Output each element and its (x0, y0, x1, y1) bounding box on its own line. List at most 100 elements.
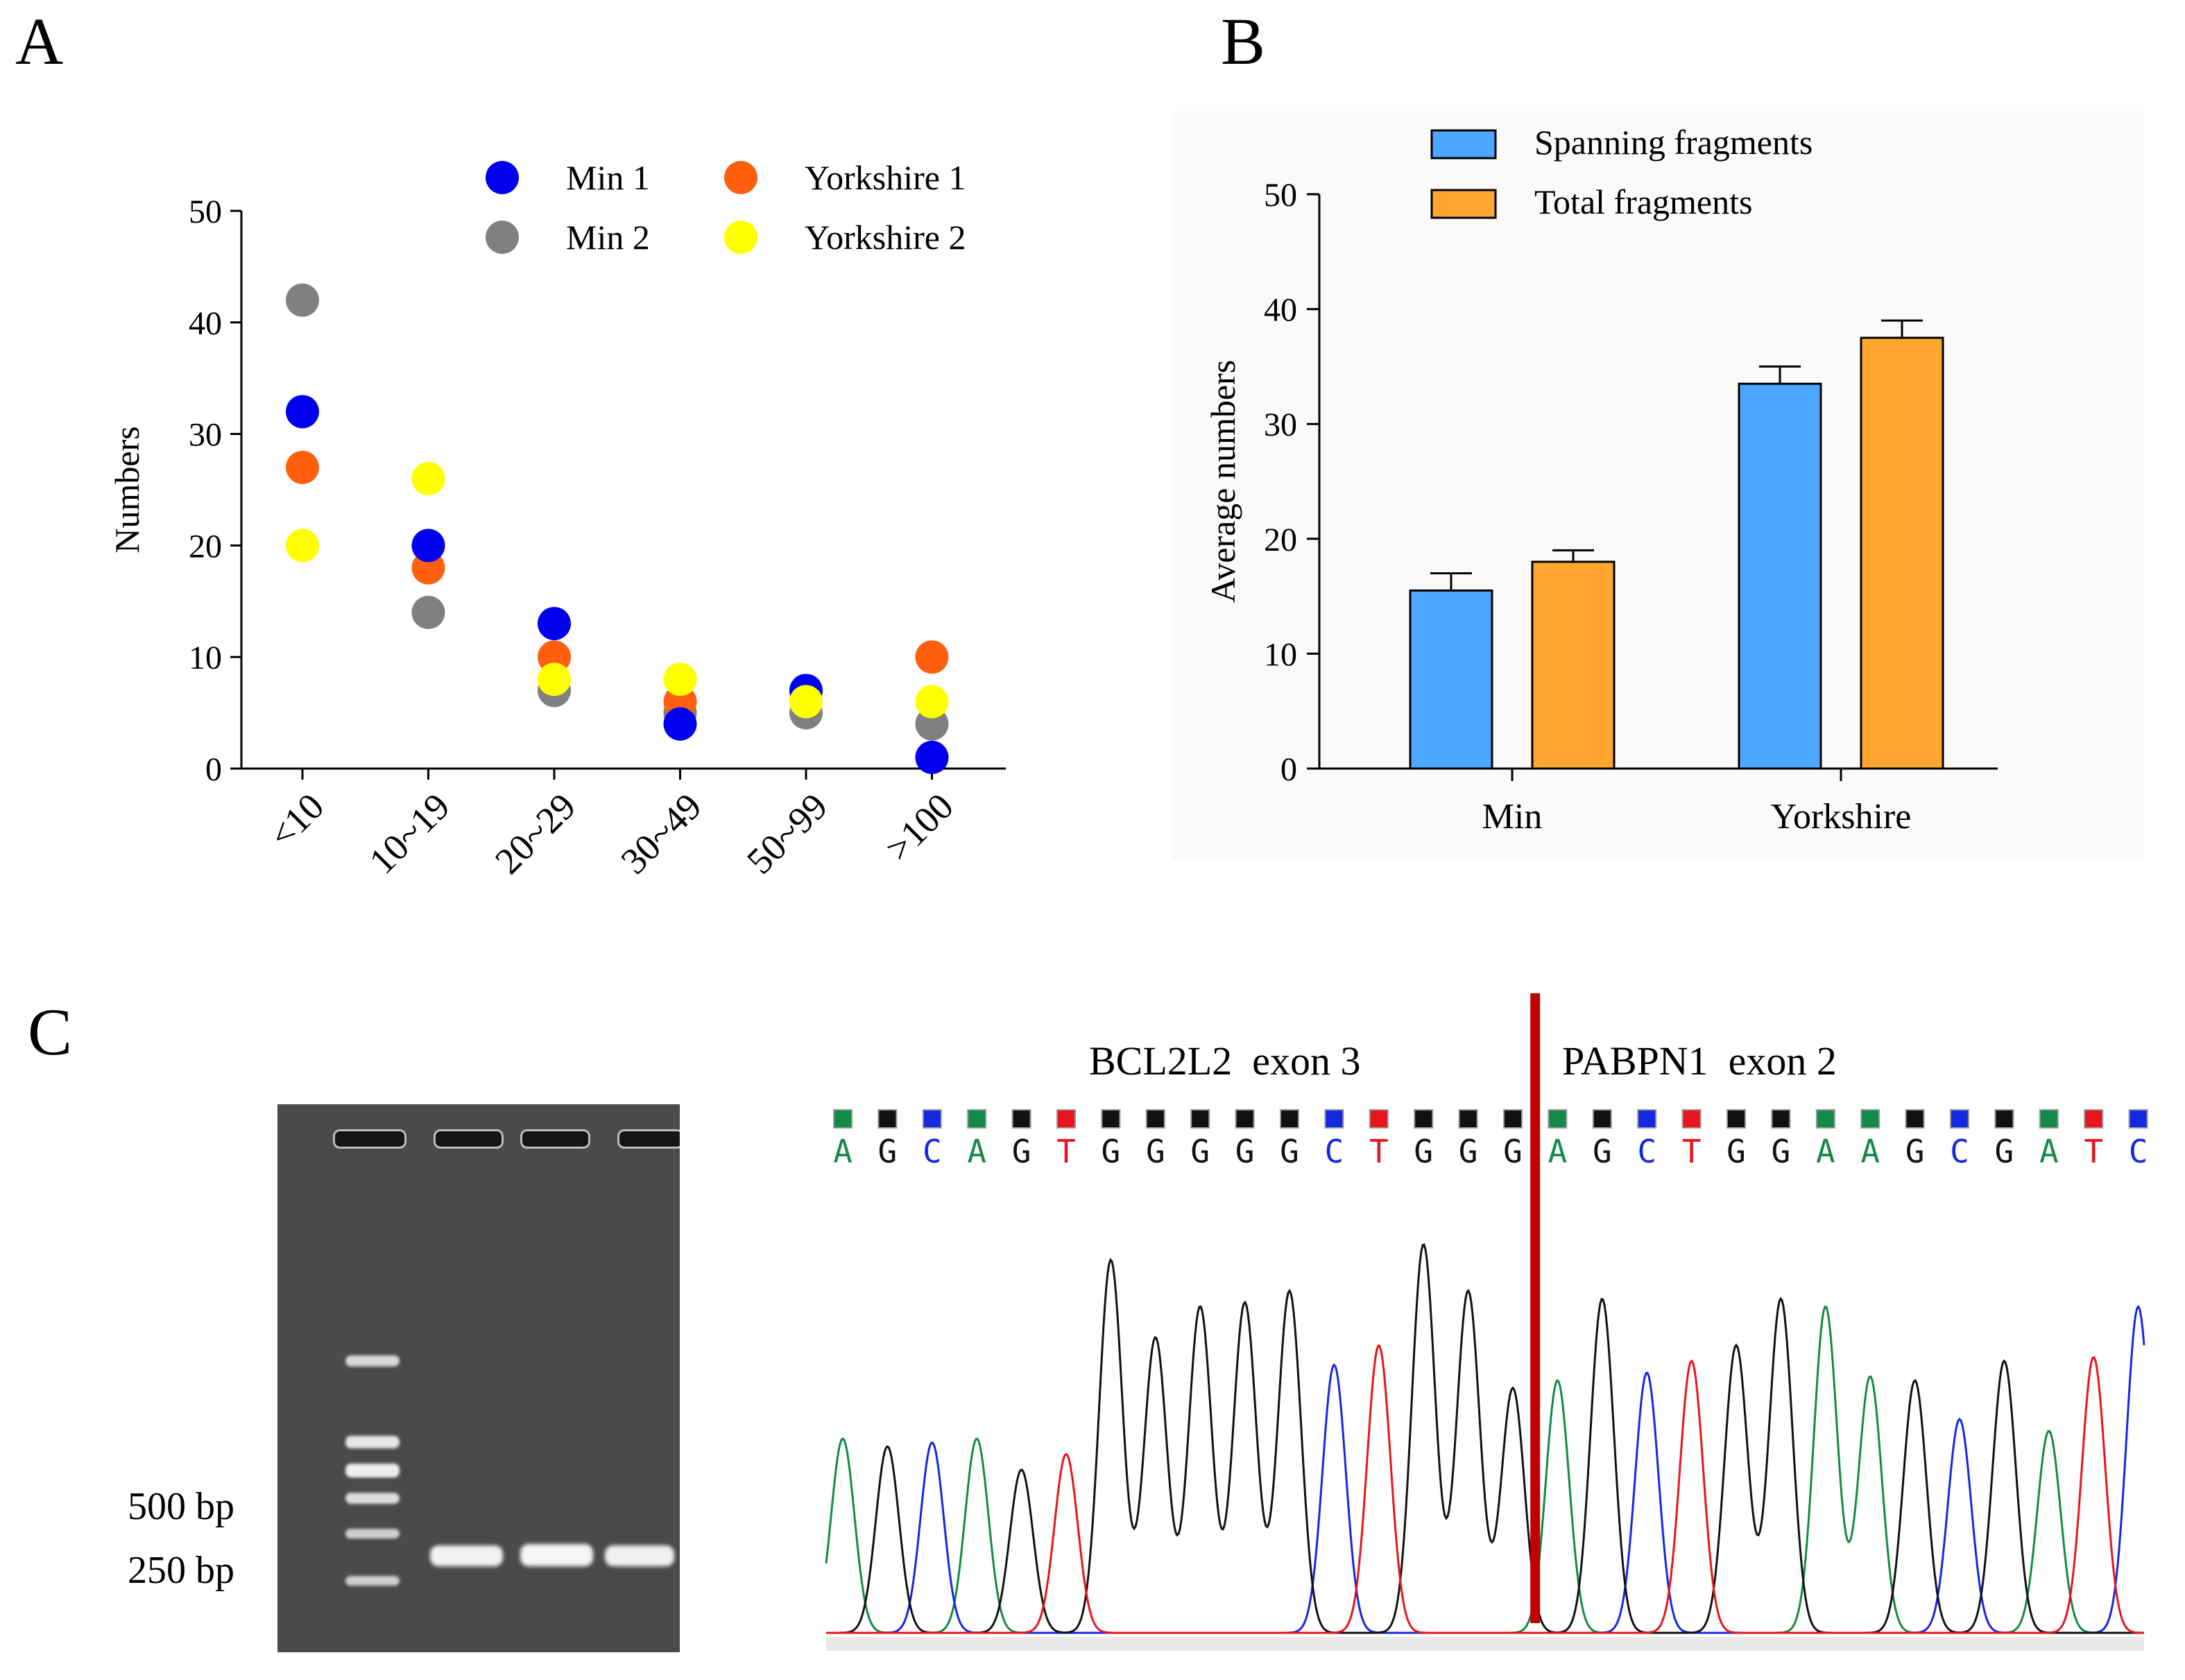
marker-label-250: 250 bp (128, 1549, 234, 1592)
x-tick-label: 10~19 (361, 785, 458, 882)
y-tick-label: 30 (189, 417, 222, 454)
data-point (411, 529, 445, 563)
gel-well (333, 1129, 406, 1149)
bar (1409, 589, 1493, 770)
ladder-band (345, 1436, 400, 1448)
base-call-square (877, 1109, 898, 1129)
data-point (286, 395, 319, 429)
base-letter: C (1637, 1133, 1656, 1170)
x-tick-label: 30~49 (613, 785, 710, 882)
base-call-square (1190, 1109, 1210, 1129)
data-point (286, 529, 319, 563)
base-call-square (1101, 1109, 1121, 1129)
base-letter: G (1459, 1133, 1478, 1170)
gel-image (277, 1104, 680, 1652)
panel-label-a: A (15, 4, 64, 78)
data-point (663, 707, 697, 741)
base-letter: A (1548, 1133, 1568, 1170)
base-letter: G (1280, 1133, 1299, 1170)
base-call-square (1815, 1109, 1835, 1129)
base-call-square (1905, 1109, 1925, 1129)
legend-label: Yorkshire 1 (805, 158, 966, 197)
trace-G (826, 1243, 2144, 1634)
base-call-square (833, 1109, 852, 1129)
y-tick-label: 0 (1280, 751, 1297, 788)
base-letter: A (833, 1133, 852, 1170)
base-letter: G (1593, 1133, 1612, 1170)
base-letter: T (2084, 1133, 2103, 1170)
y-tick-label: 50 (189, 194, 222, 230)
base-call-square (1145, 1109, 1165, 1129)
base-letter: T (1056, 1133, 1076, 1170)
y-tick-label: 10 (1264, 636, 1297, 673)
y-tick-label: 40 (1264, 292, 1297, 329)
y-axis-label: Average numbers (1203, 360, 1242, 603)
chromatogram-left-label: BCL2L2 exon 3 (1089, 1038, 1361, 1083)
base-letter: G (1995, 1133, 2014, 1170)
base-letter: A (967, 1133, 986, 1170)
trace-baseline-strip (826, 1637, 2144, 1651)
data-point (915, 740, 949, 774)
legend-label: Min 1 (566, 158, 650, 197)
base-call-square (1637, 1109, 1657, 1129)
base-letter: T (1369, 1133, 1389, 1170)
data-point (411, 461, 445, 495)
ladder-band (345, 1576, 400, 1586)
base-call-square (2039, 1109, 2059, 1129)
data-point (286, 283, 319, 317)
legend-swatch (1430, 189, 1497, 219)
legend-swatch (1430, 129, 1497, 160)
base-letter: C (1325, 1133, 1344, 1170)
marker-label-500: 500 bp (128, 1485, 234, 1528)
ladder-band (345, 1464, 400, 1477)
data-point (789, 685, 823, 719)
base-call-square (1950, 1109, 1969, 1129)
ladder-band (345, 1529, 400, 1538)
base-call-square (2084, 1109, 2104, 1129)
base-call-square (1458, 1109, 1478, 1129)
data-point (915, 685, 949, 719)
y-tick-label: 0 (205, 751, 222, 788)
ladder-band (345, 1493, 400, 1504)
legend-marker (486, 161, 519, 194)
panel-label-b: B (1221, 4, 1266, 78)
data-point (663, 662, 697, 696)
base-call-square (1994, 1109, 2014, 1129)
base-letter: A (1860, 1133, 1880, 1170)
trace-T (826, 1344, 2145, 1634)
base-letter: C (2129, 1133, 2148, 1170)
base-call-square (1592, 1109, 1612, 1129)
bar (1531, 560, 1616, 770)
base-call-square (1414, 1109, 1434, 1129)
base-letter: A (2039, 1133, 2059, 1170)
bar-chart: 0 10 20 30 40 50 Min Yorkshire Average numbers S… (1172, 111, 2143, 860)
legend-marker (724, 221, 757, 254)
x-tick-label: >100 (877, 785, 961, 869)
y-tick-label: 40 (189, 305, 222, 342)
base-letter: G (1146, 1133, 1165, 1170)
x-tick-label: <10 (261, 785, 332, 856)
sample-band (520, 1544, 593, 1566)
sample-band (430, 1545, 503, 1566)
trace-C (826, 1305, 2145, 1634)
y-tick-label: 30 (1264, 406, 1297, 443)
panel-label-c: C (28, 995, 73, 1069)
y-tick-label: 10 (189, 640, 222, 676)
y-tick-label: 20 (1264, 522, 1297, 558)
base-letter: T (1682, 1133, 1702, 1170)
base-call-square (1860, 1109, 1880, 1129)
base-letter: G (1190, 1133, 1210, 1170)
base-call-square (1011, 1109, 1031, 1129)
data-point (286, 450, 319, 484)
data-point (915, 640, 949, 674)
ladder-band (345, 1355, 400, 1366)
base-letter: G (1102, 1133, 1121, 1170)
y-axis-label: Numbers (108, 426, 146, 553)
bar-chart-background (1172, 111, 2143, 860)
legend-label: Min 2 (566, 218, 650, 257)
base-call-square (1771, 1109, 1791, 1129)
base-letter: G (1012, 1133, 1031, 1170)
base-letter: G (1503, 1133, 1523, 1170)
x-tick-label: 20~29 (487, 785, 583, 882)
